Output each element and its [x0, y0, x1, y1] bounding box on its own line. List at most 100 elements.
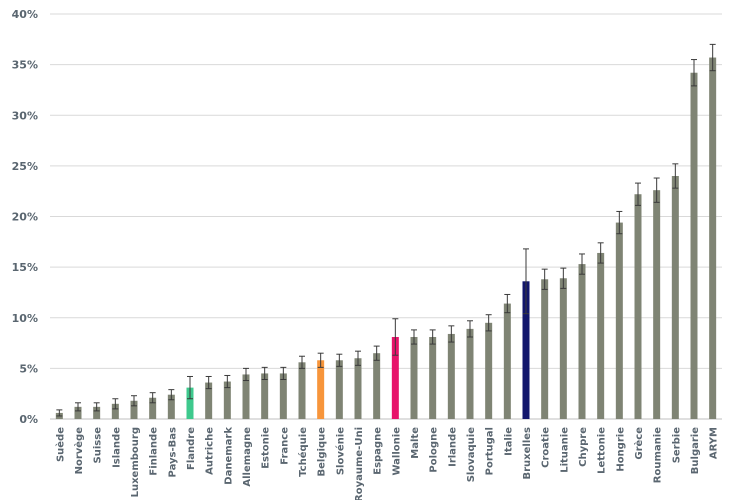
x-tick-label: Islande — [111, 427, 122, 468]
bar-pays-bas — [167, 394, 175, 419]
error-bar — [541, 268, 548, 290]
bar-gr-ce — [634, 194, 642, 419]
x-tick-label: Italie — [503, 427, 514, 456]
bar-irlande — [447, 333, 455, 419]
bar-pologne — [429, 336, 437, 419]
x-tick-label: Croatie — [541, 427, 552, 468]
error-bar — [299, 355, 305, 369]
bar-norv-ge — [74, 406, 82, 419]
bar-islande — [111, 403, 119, 419]
gridlines — [50, 13, 722, 420]
error-bar — [355, 350, 361, 366]
x-tick-label: Autriche — [205, 427, 216, 475]
y-tick-label: 20% — [12, 211, 38, 224]
error-bar — [485, 314, 492, 332]
bar-lituanie — [559, 278, 567, 419]
x-tick-label: Chypre — [578, 427, 589, 467]
error-bar — [597, 242, 604, 264]
x-tick-label: France — [279, 427, 290, 465]
error-bar — [149, 392, 156, 404]
x-tick-label: Portugal — [485, 427, 496, 475]
x-tick-label: Luxembourg — [130, 427, 141, 497]
bar-bulgarie — [690, 72, 698, 419]
x-tick-label: Estonie — [261, 427, 272, 469]
bar-suisse — [93, 406, 101, 419]
error-bar — [672, 163, 679, 189]
error-bar — [317, 352, 324, 368]
bar-serbie — [671, 176, 679, 419]
x-tick-label: Pays-Bas — [167, 427, 178, 477]
bar-lettonie — [597, 252, 605, 419]
x-tick-label: Malte — [410, 427, 421, 459]
x-tick-label: Allemagne — [242, 427, 253, 487]
error-bar — [75, 402, 81, 412]
error-bar — [411, 329, 417, 345]
error-bar — [579, 253, 585, 275]
x-tick-label: Hongrie — [615, 427, 626, 472]
error-bar — [616, 210, 623, 235]
x-tick-label: Serbie — [671, 427, 682, 464]
error-bar — [504, 293, 511, 314]
x-tick-label: Irlande — [447, 427, 458, 467]
bar-royaume-uni — [354, 358, 362, 419]
bar-tch-quie — [298, 362, 306, 419]
x-tick-label: Lettonie — [597, 427, 608, 474]
y-tick-label: 40% — [12, 8, 38, 21]
error-bar — [224, 374, 231, 389]
error-bar — [448, 325, 455, 343]
error-bar — [373, 345, 380, 361]
error-bar — [56, 409, 63, 417]
bars — [55, 57, 717, 419]
error-bar — [112, 398, 119, 410]
bar-estonie — [261, 373, 269, 419]
x-tick-label: Lituanie — [559, 427, 570, 473]
error-bar — [635, 182, 641, 206]
error-bar — [261, 366, 268, 381]
x-tick-label: Tchéquie — [297, 427, 309, 477]
bar-belgique — [317, 360, 325, 419]
y-tick-label: 30% — [12, 109, 38, 122]
x-tick-label: Slovaquie — [466, 427, 477, 482]
y-tick-label: 25% — [12, 160, 38, 173]
x-tick-label: Grèce — [633, 427, 645, 460]
bar-bruxelles — [522, 281, 530, 419]
y-tick-label: 15% — [12, 261, 38, 274]
bar-italie — [503, 303, 511, 419]
error-bar — [187, 375, 193, 400]
error-bar — [93, 402, 100, 412]
error-bar — [168, 389, 175, 401]
error-bar — [205, 375, 212, 390]
bar-wallonie — [391, 336, 399, 419]
error-bar — [429, 329, 436, 345]
x-tick-label: Finlande — [149, 427, 160, 476]
y-tick-label: 0% — [19, 413, 38, 426]
x-tick-label: Flandre — [186, 427, 197, 470]
bar-croatie — [541, 279, 549, 419]
error-bars — [56, 43, 716, 417]
error-bar — [243, 367, 249, 382]
x-tick-label: ARYM — [709, 427, 720, 459]
bar-slovaquie — [466, 328, 474, 419]
y-tick-label: 35% — [12, 59, 38, 72]
y-tick-label: 5% — [19, 362, 38, 375]
bar-chypre — [578, 264, 586, 419]
x-axis-labels: Suède Norvège Suisse Islande Luxembourg Finla… — [54, 427, 720, 502]
error-bar — [131, 395, 137, 407]
error-bar — [392, 318, 399, 356]
bar-arym — [709, 57, 717, 419]
bar-france — [279, 373, 287, 419]
x-tick-label: Belgique — [317, 427, 328, 477]
x-tick-label: Danemark — [223, 427, 234, 485]
bar-malte — [410, 336, 418, 419]
bar-autriche — [205, 382, 213, 419]
x-tick-label: Royaume-Uni — [354, 427, 365, 500]
error-bar — [523, 248, 529, 315]
x-tick-label: Roumanie — [653, 427, 664, 483]
bar-flandre — [186, 387, 194, 419]
error-bar — [467, 320, 473, 338]
bar-finlande — [149, 397, 157, 419]
bar-portugal — [485, 322, 493, 419]
x-tick-label: Espagne — [373, 427, 384, 475]
